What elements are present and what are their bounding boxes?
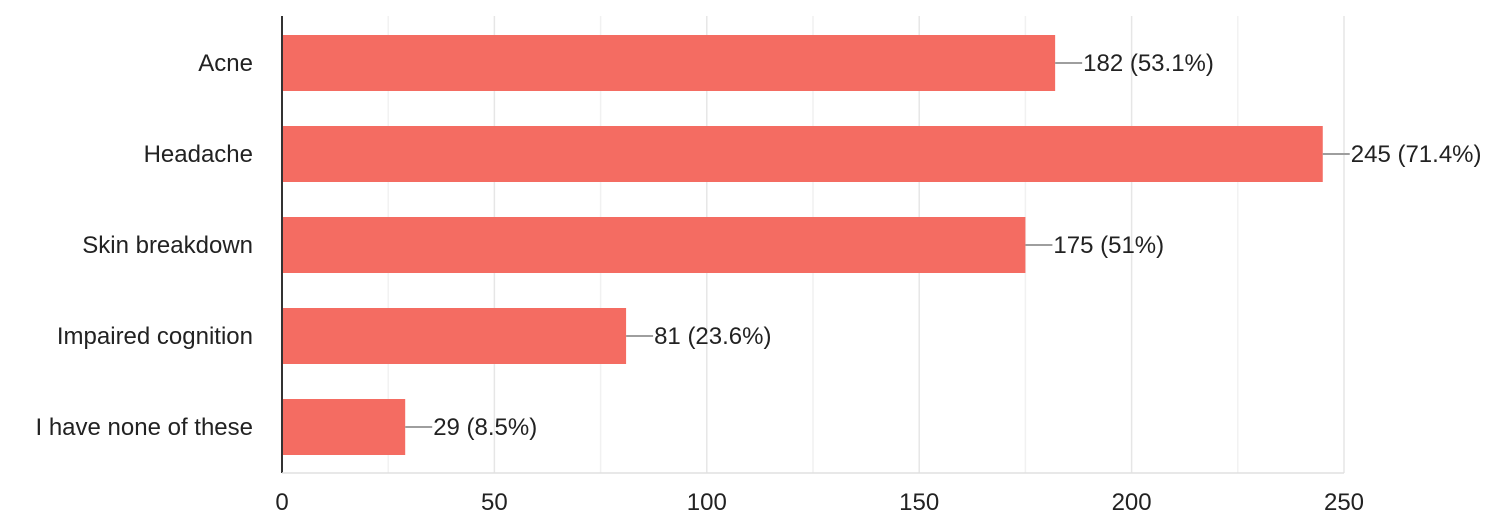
data-label-1: 245 (71.4%) xyxy=(1351,141,1482,168)
x-tick-label-5: 250 xyxy=(1324,489,1364,516)
data-label-0: 182 (53.1%) xyxy=(1083,50,1214,77)
labels: 182 (53.1%) Acne 245 (71.4%) Headache 175 (5… xyxy=(36,50,1482,516)
category-label-2: Skin breakdown xyxy=(82,232,253,259)
x-tick-label-1: 50 xyxy=(481,489,508,516)
bar-3 xyxy=(282,308,627,364)
category-label-4: I have none of these xyxy=(36,414,254,441)
data-label-3: 81 (23.6%) xyxy=(654,323,771,350)
axes xyxy=(281,16,1344,474)
data-label-4: 29 (8.5%) xyxy=(433,414,537,441)
bar-1 xyxy=(282,126,1323,182)
bar-0 xyxy=(282,35,1056,91)
bars xyxy=(282,35,1323,455)
x-tick-label-0: 0 xyxy=(275,489,288,516)
x-tick-label-2: 100 xyxy=(687,489,727,516)
category-label-0: Acne xyxy=(198,50,253,77)
x-tick-label-3: 150 xyxy=(899,489,939,516)
data-label-2: 175 (51%) xyxy=(1053,232,1164,259)
x-tick-label-4: 200 xyxy=(1112,489,1152,516)
bar-4 xyxy=(282,399,406,455)
bar-2 xyxy=(282,217,1026,273)
category-label-1: Headache xyxy=(144,141,253,168)
category-label-3: Impaired cognition xyxy=(57,323,253,350)
